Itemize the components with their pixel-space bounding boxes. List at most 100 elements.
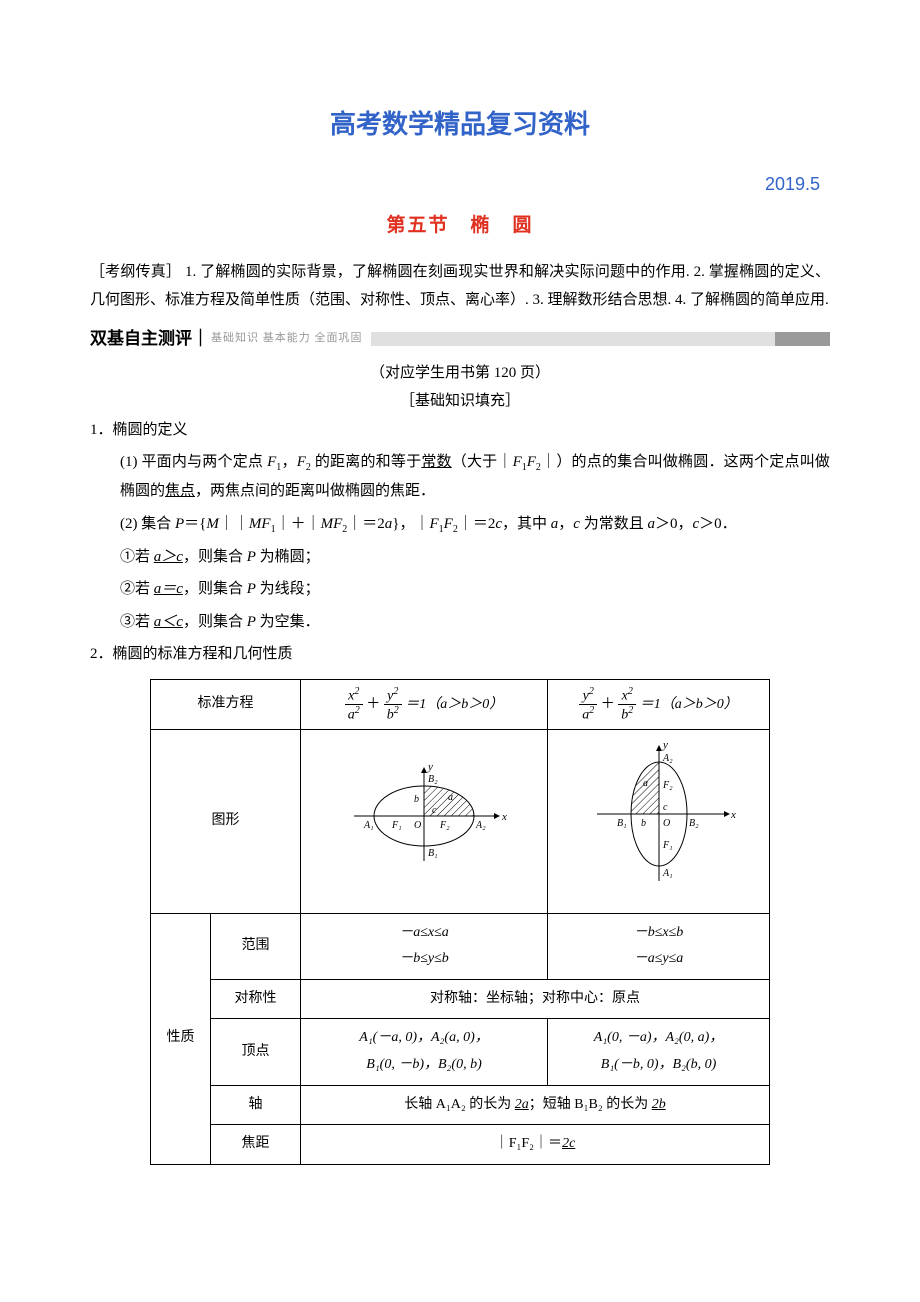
svg-text:F₁: F₁ bbox=[662, 840, 673, 851]
case2: ②若 a＝c，则集合 P 为线段； bbox=[90, 575, 830, 604]
table-row: 性质 范围 －a≤x≤a －b≤y≤b －b≤x≤b －a≤y≤a bbox=[151, 913, 770, 979]
case1: ①若 a＞c，则集合 P 为椭圆； bbox=[90, 543, 830, 572]
svg-text:a: a bbox=[643, 778, 648, 789]
t: 为常数且 bbox=[580, 516, 648, 532]
rel1: a＞c bbox=[154, 549, 183, 565]
cell-range-label: 范围 bbox=[211, 913, 301, 979]
t: ｜｜ bbox=[219, 516, 249, 532]
def-p2: (2) 集合 P＝{M｜｜MF1｜＋｜MF2｜＝2a}，｜F1F2｜＝2c，其中… bbox=[90, 510, 830, 539]
syllabus-text: 1. 了解椭圆的实际背景，了解椭圆在刻画现实世界和解决实际问题中的作用. 2. … bbox=[90, 264, 830, 309]
brand-row: 双基自主测评 ｜ 基础知识 基本能力 全面巩固 bbox=[90, 323, 830, 355]
def-p1: (1) 平面内与两个定点 F1，F2 的距离的和等于常数（大于｜F1F2｜）的点… bbox=[90, 448, 830, 506]
ellipse-horiz-diagram: x y O A₁ A₂ B₂ B₁ F₁ F₂ a b c bbox=[334, 756, 514, 887]
svg-text:b: b bbox=[641, 818, 646, 829]
f1f2: F bbox=[513, 454, 522, 470]
cell-sym: 对称轴：坐标轴；对称中心：原点 bbox=[301, 979, 770, 1019]
cell-std-eq: 标准方程 bbox=[151, 679, 301, 729]
M: M bbox=[206, 516, 219, 532]
t: (2) 集合 bbox=[120, 516, 175, 532]
t: 为椭圆； bbox=[256, 549, 320, 565]
svg-text:a: a bbox=[448, 792, 453, 803]
table-row: 顶点 A₁(－a, 0)，A₂(a, 0)， B₁(0, －b)，B₂(0, b… bbox=[151, 1019, 770, 1085]
t: ＝{ bbox=[184, 516, 206, 532]
svg-text:A₁: A₁ bbox=[662, 868, 673, 879]
svg-text:B₂: B₂ bbox=[689, 818, 699, 829]
t: (1) 平面内与两个定点 bbox=[120, 454, 267, 470]
t: （大于｜ bbox=[452, 454, 513, 470]
properties-table: 标准方程 x2a2 ＋ y2b2 ＝1（a＞b＞0） y2a2 ＋ x2b2 ＝… bbox=[150, 679, 770, 1165]
t: ｜＝2 bbox=[458, 516, 496, 532]
rng: －a≤y≤a bbox=[634, 951, 684, 966]
f2: F bbox=[297, 454, 306, 470]
cell-graph-vert: x y O A₂ A₁ B₁ B₂ F₂ F₁ a b c bbox=[548, 730, 770, 914]
t: ；短轴 B₁B₂ 的长为 bbox=[529, 1097, 652, 1112]
cell-prop-label: 性质 bbox=[151, 913, 211, 1164]
f1: F bbox=[267, 454, 276, 470]
svg-text:A₁: A₁ bbox=[363, 820, 374, 831]
t: 为线段； bbox=[256, 581, 320, 597]
syllabus-label: ［考纲传真］ bbox=[90, 264, 181, 280]
t: ｜F₁F₂｜＝ bbox=[495, 1136, 562, 1151]
cell-range1: －a≤x≤a －b≤y≤b bbox=[301, 913, 548, 979]
brand-sub: 基础知识 基本能力 全面巩固 bbox=[211, 328, 363, 349]
cell-axis: 长轴 A₁A₂ 的长为 2a；短轴 B₁B₂ 的长为 2b bbox=[301, 1085, 770, 1125]
a3: a bbox=[647, 516, 655, 532]
u-const: 常数 bbox=[421, 454, 451, 470]
brand-sep: ｜ bbox=[192, 323, 209, 355]
eq-tail: ＝1（a＞b＞0） bbox=[405, 697, 503, 712]
P1: P bbox=[247, 549, 256, 565]
svg-text:x: x bbox=[501, 811, 507, 823]
rng: －b≤y≤b bbox=[399, 951, 449, 966]
rng: －a≤x≤a bbox=[399, 925, 449, 940]
ellipse-vert-diagram: x y O A₂ A₁ B₁ B₂ F₂ F₁ a b c bbox=[579, 736, 739, 907]
svg-text:c: c bbox=[663, 802, 668, 813]
svg-text:O: O bbox=[414, 820, 421, 831]
svg-text:x: x bbox=[730, 809, 736, 821]
cell-focal: ｜F₁F₂｜＝2c bbox=[301, 1125, 770, 1165]
a2: a bbox=[551, 516, 559, 532]
P3: P bbox=[247, 614, 256, 630]
MF1: MF bbox=[249, 516, 271, 532]
c: c bbox=[495, 516, 502, 532]
t: 的距离的和等于 bbox=[311, 454, 421, 470]
section-title: 第五节 椭 圆 bbox=[90, 208, 830, 244]
svg-text:c: c bbox=[432, 805, 437, 816]
svg-text:O: O bbox=[663, 818, 670, 829]
svg-text:F₂: F₂ bbox=[439, 820, 450, 831]
date: 2019.5 bbox=[90, 167, 830, 201]
syllabus-para: ［考纲传真］ 1. 了解椭圆的实际背景，了解椭圆在刻画现实世界和解决实际问题中的… bbox=[90, 258, 830, 315]
cell-vertex-label: 顶点 bbox=[211, 1019, 301, 1085]
svg-text:F₁: F₁ bbox=[391, 820, 402, 831]
case3: ③若 a＜c，则集合 P 为空集． bbox=[90, 608, 830, 637]
t: ｜＝2 bbox=[347, 516, 385, 532]
f1f2b: F bbox=[527, 454, 536, 470]
cell-vertex1: A₁(－a, 0)，A₂(a, 0)， B₁(0, －b)，B₂(0, b) bbox=[301, 1019, 548, 1085]
t: ，其中 bbox=[502, 516, 551, 532]
cell-eq2: y2a2 ＋ x2b2 ＝1（a＞b＞0） bbox=[548, 679, 770, 729]
t: ，两焦点间的距离叫做椭圆的焦距． bbox=[195, 483, 435, 499]
t: }，｜ bbox=[392, 516, 429, 532]
table-row: 图形 bbox=[151, 730, 770, 914]
t: ，则集合 bbox=[183, 581, 247, 597]
c2: c bbox=[573, 516, 580, 532]
t: ，则集合 bbox=[183, 614, 247, 630]
eq-tail2: ＝1（a＞b＞0） bbox=[640, 697, 738, 712]
F1F2b: F bbox=[444, 516, 453, 532]
rel3: a＜c bbox=[154, 614, 183, 630]
MF2: MF bbox=[321, 516, 343, 532]
rng: －b≤x≤b bbox=[634, 925, 684, 940]
cell-sym-label: 对称性 bbox=[211, 979, 301, 1019]
cell-vertex2: A₁(0, －a)，A₂(0, a)， B₁(－b, 0)，B₂(b, 0) bbox=[548, 1019, 770, 1085]
brand-bar bbox=[371, 332, 831, 346]
cell-axis-label: 轴 bbox=[211, 1085, 301, 1125]
t: ①若 bbox=[120, 549, 154, 565]
def-h2: 2．椭圆的标准方程和几何性质 bbox=[90, 640, 830, 669]
u2a: 2a bbox=[515, 1097, 529, 1112]
svg-text:B₂: B₂ bbox=[428, 774, 438, 785]
main-title: 高考数学精品复习资料 bbox=[90, 100, 830, 149]
page-ref: （对应学生用书第 120 页） bbox=[90, 359, 830, 388]
t: ，则集合 bbox=[183, 549, 247, 565]
svg-text:A₂: A₂ bbox=[662, 753, 673, 764]
P: P bbox=[175, 516, 184, 532]
v: B₁(0, －b)，B₂(0, b) bbox=[366, 1057, 482, 1072]
